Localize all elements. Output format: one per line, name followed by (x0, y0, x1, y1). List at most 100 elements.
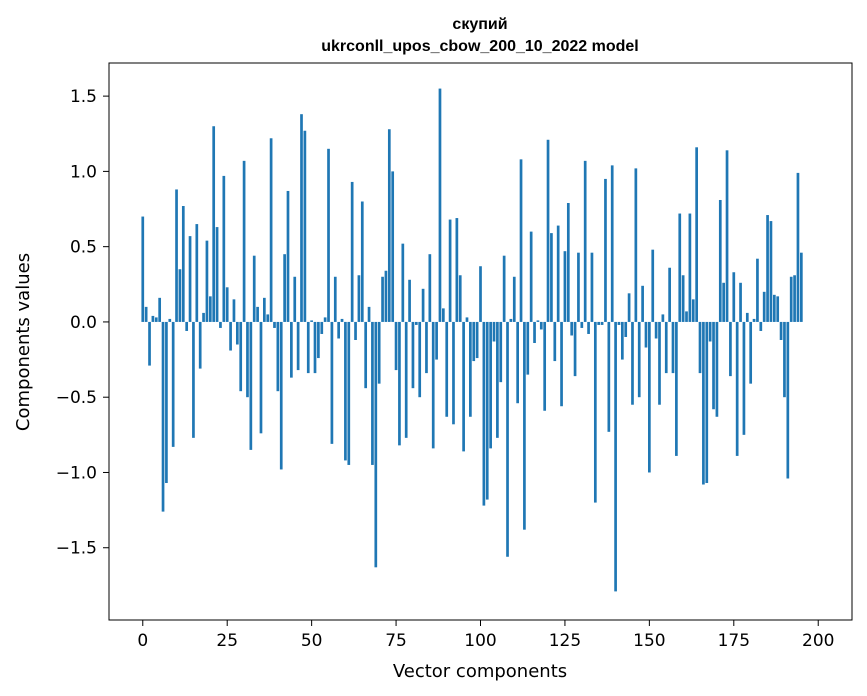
bar (671, 321, 675, 374)
bar (779, 321, 783, 340)
bar (242, 160, 246, 322)
plot-frame (108, 62, 853, 621)
bar (192, 321, 195, 438)
bar (664, 321, 668, 374)
bar (772, 294, 776, 322)
bar (178, 269, 182, 322)
x-tick-label: 150 (633, 631, 665, 651)
bar (320, 321, 324, 334)
bar (708, 321, 712, 342)
bar (165, 321, 168, 484)
bar (685, 311, 688, 322)
bar (614, 321, 617, 592)
bar (438, 88, 442, 322)
bar (303, 130, 307, 322)
bar (252, 255, 256, 322)
bar (600, 321, 604, 325)
bar (330, 321, 334, 444)
bar (205, 240, 209, 322)
bar (141, 216, 145, 322)
bar (739, 282, 742, 322)
bar-series (141, 88, 803, 592)
bar (188, 236, 192, 322)
bar (766, 215, 769, 322)
bar (799, 252, 803, 322)
bar (202, 312, 205, 322)
bar (675, 321, 678, 456)
bar (506, 321, 509, 557)
bar (246, 321, 249, 398)
bar (526, 321, 530, 375)
bar (654, 321, 658, 339)
bar (472, 321, 476, 362)
bar (293, 276, 297, 322)
bar (151, 315, 155, 322)
bar (702, 321, 705, 485)
bar (631, 321, 634, 405)
bar (181, 206, 185, 322)
bar (735, 321, 739, 456)
bar (306, 321, 310, 374)
bar (678, 213, 682, 322)
bar (556, 225, 560, 322)
bar (296, 321, 300, 371)
bar (756, 258, 759, 322)
bar (465, 317, 469, 322)
bar (208, 296, 212, 322)
bar (712, 321, 715, 410)
bar (583, 160, 587, 322)
bar (344, 321, 347, 461)
bar (705, 321, 709, 484)
bar (499, 321, 503, 383)
bar (485, 321, 489, 500)
bar (482, 321, 486, 506)
bar (144, 306, 148, 322)
bar (718, 199, 722, 322)
bar (168, 318, 172, 322)
bar (489, 321, 492, 449)
bar (634, 168, 638, 322)
bar (722, 282, 726, 322)
bar (536, 320, 540, 322)
x-tick-label: 125 (549, 631, 581, 651)
bar (367, 306, 371, 322)
bar (340, 318, 344, 322)
bar (469, 321, 472, 417)
bar (688, 213, 692, 322)
bar (793, 275, 796, 322)
bar (215, 227, 219, 322)
bar (442, 308, 445, 322)
bar (283, 254, 286, 322)
bar (533, 321, 536, 344)
bar (401, 243, 405, 322)
bar (384, 270, 388, 322)
bar (776, 296, 780, 322)
bar (408, 279, 411, 322)
bar (580, 321, 584, 328)
bar (496, 321, 499, 438)
bar (300, 114, 303, 322)
bar (310, 320, 313, 322)
bar (695, 147, 698, 322)
bar (448, 219, 452, 322)
bar (624, 321, 628, 337)
bar (428, 254, 432, 322)
bar (452, 321, 455, 425)
bar (651, 249, 655, 322)
bar (266, 314, 270, 322)
x-tick-label: 175 (718, 631, 750, 651)
bar (431, 321, 435, 449)
bar (577, 252, 580, 322)
bar (620, 321, 624, 360)
y-tick-label: −1.5 (56, 539, 97, 559)
bar (337, 321, 340, 339)
bar (573, 321, 577, 377)
bar (354, 321, 357, 340)
bar (350, 181, 354, 322)
bar (729, 321, 732, 377)
y-tick-label: 0.5 (70, 238, 97, 258)
y-tick-label: 1.5 (70, 87, 97, 107)
bar (360, 201, 364, 322)
x-tick-label: 100 (464, 631, 496, 651)
x-tick-label: 0 (137, 631, 148, 651)
